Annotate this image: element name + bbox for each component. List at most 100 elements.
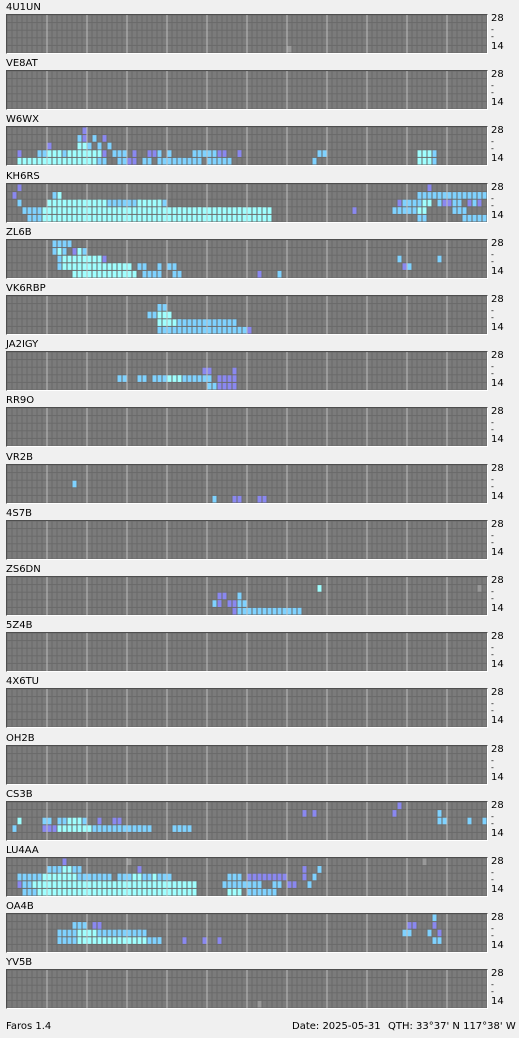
grid-cell — [482, 255, 487, 263]
grid-cell — [302, 86, 307, 94]
signal-cell — [447, 192, 452, 199]
grid-cell — [302, 150, 307, 157]
signal-cell — [117, 199, 122, 207]
grid-cell — [467, 480, 472, 488]
grid-cell — [327, 367, 332, 375]
grid-cell — [117, 408, 122, 416]
grid-cell — [52, 142, 57, 150]
grid-cell — [437, 326, 442, 334]
grid-cell — [307, 23, 312, 30]
grid-cell — [282, 94, 287, 101]
grid-cell — [72, 382, 77, 390]
grid-cell — [312, 367, 317, 375]
grid-cell — [197, 311, 202, 319]
grid-cell — [232, 465, 237, 473]
grid-cell — [332, 375, 337, 382]
grid-cell — [7, 38, 12, 45]
grid-cell — [287, 304, 292, 311]
grid-cell — [447, 438, 452, 446]
grid-cell — [172, 360, 177, 367]
signal-cell — [152, 214, 157, 222]
grid-cell — [357, 382, 362, 390]
grid-cell — [467, 352, 472, 360]
grid-cell — [412, 192, 417, 199]
grid-cell — [197, 465, 202, 473]
grid-cell — [222, 135, 227, 142]
grid-cell — [352, 352, 357, 360]
grid-cell — [277, 240, 282, 248]
grid-cell — [362, 296, 367, 304]
grid-cell — [122, 184, 127, 192]
grid-cell — [477, 465, 482, 473]
grid-cell — [187, 488, 192, 495]
grid-cell — [102, 423, 107, 431]
grid-cell — [457, 375, 462, 382]
grid-cell — [327, 142, 332, 150]
grid-cell — [177, 184, 182, 192]
grid-cell — [257, 15, 262, 23]
grid-cell — [307, 157, 312, 165]
grid-cell — [352, 495, 357, 503]
grid-cell — [397, 352, 402, 360]
grid-cell — [312, 270, 317, 278]
grid-cell — [242, 142, 247, 150]
grid-cell — [407, 101, 412, 109]
grid-cell — [282, 184, 287, 192]
grid-cell — [182, 184, 187, 192]
grid-cell — [67, 423, 72, 431]
grid-cell — [62, 86, 67, 94]
grid-cell — [107, 184, 112, 192]
grid-cell — [357, 263, 362, 270]
y-tick-mid: - — [491, 313, 494, 322]
signal-cell — [472, 199, 477, 207]
grid-cell — [467, 375, 472, 382]
grid-cell — [27, 240, 32, 248]
grid-cell — [187, 416, 192, 423]
grid-cell — [12, 86, 17, 94]
grid-cell — [132, 142, 137, 150]
grid-cell — [122, 127, 127, 135]
grid-cell — [337, 473, 342, 480]
grid-cell — [312, 352, 317, 360]
grid-cell — [317, 207, 322, 214]
grid-cell — [267, 408, 272, 416]
grid-cell — [12, 438, 17, 446]
grid-cell — [62, 416, 67, 423]
grid-cell — [397, 127, 402, 135]
grid-cell — [52, 367, 57, 375]
grid-cell — [407, 45, 412, 53]
grid-cell — [222, 367, 227, 375]
grid-cell — [17, 375, 22, 382]
grid-cell — [227, 480, 232, 488]
grid-cell — [227, 408, 232, 416]
grid-cell — [82, 296, 87, 304]
grid-cell — [197, 352, 202, 360]
grid-cell — [177, 382, 182, 390]
grid-cell — [67, 367, 72, 375]
grid-cell — [257, 304, 262, 311]
grid-cell — [177, 71, 182, 79]
signal-cell — [62, 157, 67, 165]
grid-cell — [362, 86, 367, 94]
grid-cell — [347, 416, 352, 423]
grid-cell — [282, 207, 287, 214]
grid-cell — [397, 214, 402, 222]
grid-cell — [42, 438, 47, 446]
grid-cell — [392, 184, 397, 192]
grid-cell — [157, 86, 162, 94]
grid-cell — [252, 71, 257, 79]
grid-cell — [422, 135, 427, 142]
grid-cell — [37, 352, 42, 360]
signal-cell — [182, 319, 187, 326]
grid-cell — [47, 79, 52, 86]
grid-cell — [212, 375, 217, 382]
signal-cell — [287, 45, 292, 53]
grid-cell — [57, 135, 62, 142]
signal-cell — [427, 157, 432, 165]
grid-cell — [187, 423, 192, 431]
grid-cell — [67, 270, 72, 278]
signal-cell — [227, 326, 232, 334]
grid-cell — [47, 71, 52, 79]
grid-cell — [272, 382, 277, 390]
signal-cell — [177, 270, 182, 278]
